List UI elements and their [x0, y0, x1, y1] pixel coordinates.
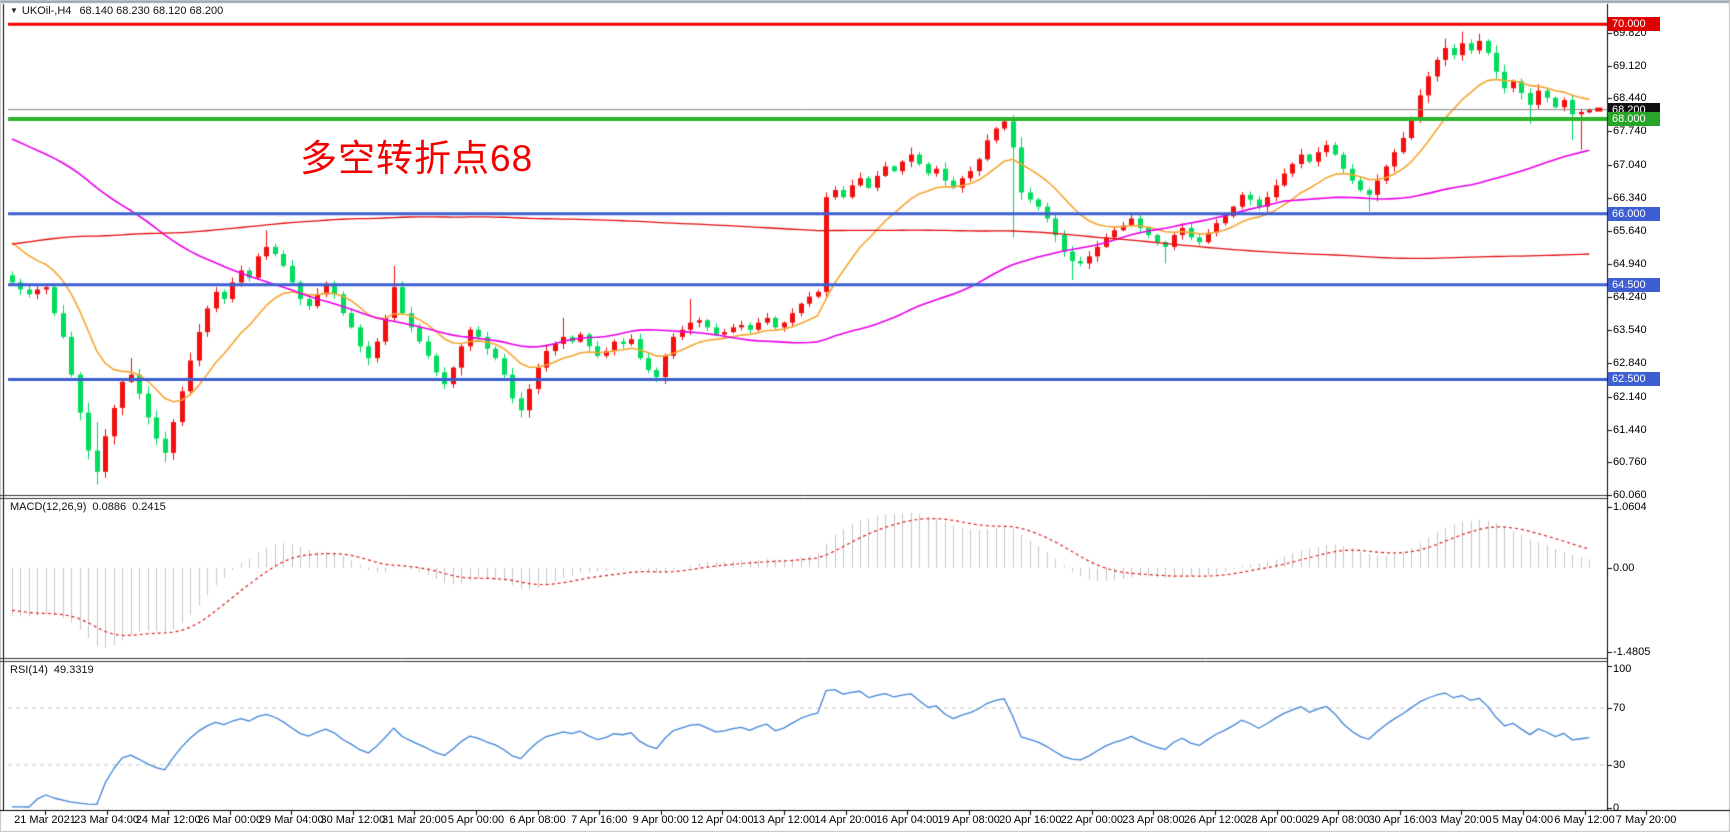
time-tick-label: 12 Apr 04:00 — [691, 814, 754, 826]
macd-tick: -1.4805 — [1613, 645, 1651, 658]
time-tick-label: 23 Apr 08:00 — [1122, 814, 1185, 826]
time-tick-label: 23 Mar 04:00 — [74, 814, 139, 826]
rsi-tick: 100 — [1613, 663, 1632, 675]
time-tick-label: 24 Mar 12:00 — [135, 814, 201, 826]
price-tick: 67.040 — [1613, 158, 1647, 171]
level-badge: 66.000 — [1608, 206, 1660, 221]
time-tick-label: 6 Apr 08:00 — [509, 814, 566, 826]
time-tick-label: 26 Apr 12:00 — [1183, 814, 1247, 826]
price-tick: 60.760 — [1613, 455, 1647, 468]
time-tick-label: 20 Apr 16:00 — [999, 814, 1062, 826]
price-tick: 69.120 — [1613, 60, 1647, 73]
macd-main-value: 0.0886 — [92, 501, 127, 513]
time-tick-label: 31 Mar 20:00 — [382, 814, 447, 826]
price-tick: 61.440 — [1613, 423, 1647, 436]
annotation-text[interactable]: 多空转折点68 — [300, 138, 534, 179]
macd-label: MACD(12,26,9) 0.0886 0.2415 — [10, 501, 166, 513]
time-tick-label: 3 May 20:00 — [1431, 814, 1492, 826]
rsi-tick: 70 — [1613, 702, 1626, 715]
price-tick: 66.340 — [1613, 191, 1647, 204]
time-tick-label: 28 Apr 00:00 — [1245, 814, 1308, 826]
time-tick-label: 21 Mar 2021 — [14, 814, 76, 826]
level-badge: 70.000 — [1608, 17, 1660, 32]
price-tick: 62.140 — [1613, 390, 1647, 403]
time-tick-label: 6 May 12:00 — [1554, 814, 1615, 826]
price-tick: 63.540 — [1613, 324, 1647, 337]
time-tick-label: 29 Apr 08:00 — [1306, 814, 1370, 826]
time-tick-label: 13 Apr 12:00 — [752, 814, 816, 826]
rsi-value: 49.3319 — [53, 664, 94, 676]
symbol-timeframe-label: UKOil-,H4 — [21, 5, 72, 17]
rsi-name: RSI(14) — [10, 664, 48, 676]
chart-title: ▼ UKOil-,H4 68.140 68.230 68.120 68.200 — [10, 5, 223, 17]
time-tick-label: 16 Apr 04:00 — [875, 814, 939, 826]
time-tick-label: 26 Mar 00:00 — [197, 814, 263, 826]
time-tick-label: 22 Apr 00:00 — [1060, 814, 1124, 826]
rsi-tick: 30 — [1613, 758, 1626, 771]
level-badge: 64.500 — [1608, 277, 1660, 292]
time-tick-label: 29 Mar 04:00 — [258, 814, 324, 826]
time-tick-label: 9 Apr 00:00 — [632, 814, 689, 826]
macd-tick: 0.00 — [1613, 561, 1635, 574]
level-badge: 62.500 — [1608, 372, 1660, 387]
price-tick: 65.640 — [1613, 224, 1647, 237]
rsi-label: RSI(14) 49.3319 — [10, 664, 94, 676]
price-tick: 64.240 — [1613, 291, 1647, 304]
time-tick-label: 30 Apr 16:00 — [1368, 814, 1431, 826]
time-tick-label: 5 May 04:00 — [1492, 814, 1554, 826]
macd-tick: 1.0604 — [1613, 500, 1647, 513]
price-tick: 64.940 — [1613, 257, 1647, 270]
time-tick-label: 30 Mar 12:00 — [320, 814, 386, 826]
time-tick-label: 19 Apr 08:00 — [937, 814, 1000, 826]
price-tick: 60.060 — [1613, 489, 1647, 501]
price-tick: 62.840 — [1613, 357, 1647, 370]
time-tick-label: 5 Apr 00:00 — [447, 814, 505, 826]
ohlc-values-label: 68.140 68.230 68.120 68.200 — [79, 5, 224, 17]
time-tick-label: 7 Apr 16:00 — [571, 814, 628, 826]
rsi-tick: 0 — [1613, 801, 1620, 814]
price-tick: 67.740 — [1613, 125, 1647, 138]
time-tick-label: 7 May 20:00 — [1615, 814, 1677, 826]
time-tick-label: 14 Apr 20:00 — [814, 814, 877, 826]
price-tick: 68.440 — [1613, 92, 1647, 105]
collapse-triangle-icon[interactable]: ▼ — [10, 6, 18, 15]
level-badge: 68.000 — [1608, 112, 1660, 127]
macd-signal-value: 0.2415 — [132, 501, 166, 513]
macd-name: MACD(12,26,9) — [10, 501, 87, 513]
